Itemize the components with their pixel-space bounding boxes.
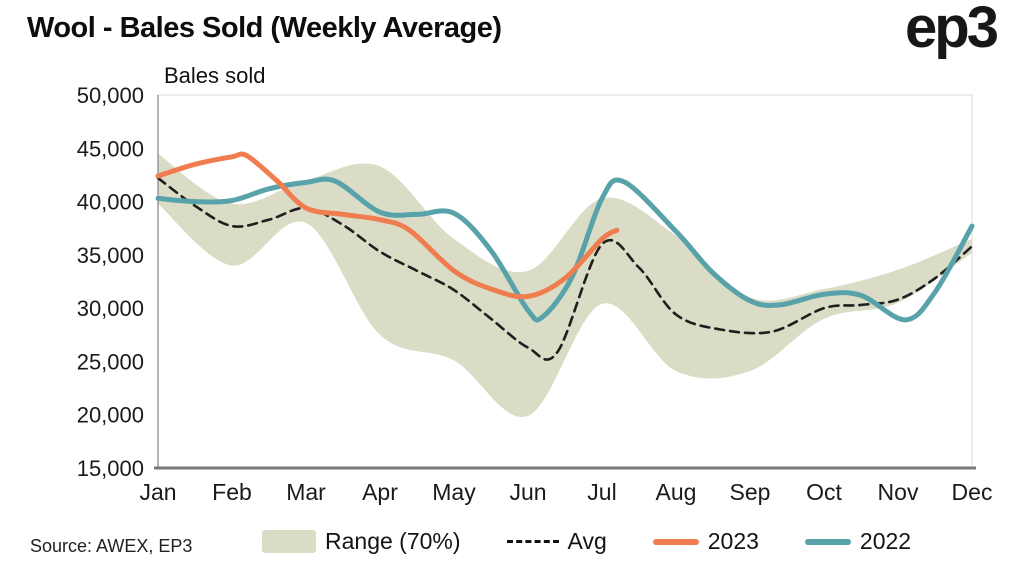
avg-line-swatch: [506, 540, 559, 543]
y-tick-label: 20,000: [77, 403, 144, 428]
chart-legend: Range (70%) Avg 2023 2022: [262, 528, 911, 555]
source-note: Source: AWEX, EP3: [30, 536, 193, 556]
range-band-swatch: [262, 530, 316, 553]
legend-item-range: Range (70%): [262, 528, 461, 555]
y-tick-label: 25,000: [77, 349, 144, 374]
line-2023-swatch: [652, 538, 699, 545]
x-tick-label: Jun: [509, 479, 546, 505]
y-tick-label: 35,000: [77, 243, 144, 268]
x-tick-label: Sep: [730, 479, 771, 505]
y-axis-ticks: 50,000 45,000 40,000 35,000 30,000 25,000 20,0…: [77, 83, 144, 481]
series-2023-line: [155, 151, 620, 300]
series-2022-line: [155, 176, 975, 323]
y-tick-label: 45,000: [77, 136, 144, 161]
x-tick-label: Jul: [587, 479, 616, 505]
y-tick-label: 40,000: [77, 190, 144, 215]
x-tick-label: May: [432, 479, 476, 505]
y-tick-label: 15,000: [77, 456, 144, 481]
x-tick-label: Oct: [806, 479, 842, 505]
series-avg-line: [156, 176, 974, 361]
legend-label-avg: Avg: [567, 528, 607, 554]
page-title: Wool - Bales Sold (Weekly Average): [27, 12, 502, 44]
y-tick-label: 50,000: [77, 83, 144, 108]
x-tick-label: Nov: [878, 479, 919, 505]
legend-label-2022: 2022: [859, 528, 912, 554]
y-axis-title: Bales sold: [164, 63, 266, 88]
ep3-logo: ep3: [905, 0, 999, 60]
y-tick-label: 30,000: [77, 296, 144, 321]
legend-item-2022: 2022: [804, 528, 912, 555]
x-tick-label: Aug: [656, 479, 697, 505]
legend-label-range: Range (70%): [325, 528, 461, 554]
line-2022-swatch: [804, 538, 851, 545]
legend-item-2023: 2023: [652, 528, 759, 555]
x-tick-label: Dec: [952, 479, 993, 505]
x-tick-label: Feb: [212, 479, 252, 505]
x-tick-label: Apr: [362, 479, 398, 505]
x-tick-label: Jan: [139, 479, 176, 505]
x-tick-label: Mar: [286, 479, 326, 505]
legend-label-2023: 2023: [707, 528, 759, 554]
legend-item-avg: Avg: [506, 528, 607, 555]
x-axis-labels: Jan Feb Mar Apr May Jun Jul Aug Sep Oct Nov Dec: [139, 479, 992, 505]
